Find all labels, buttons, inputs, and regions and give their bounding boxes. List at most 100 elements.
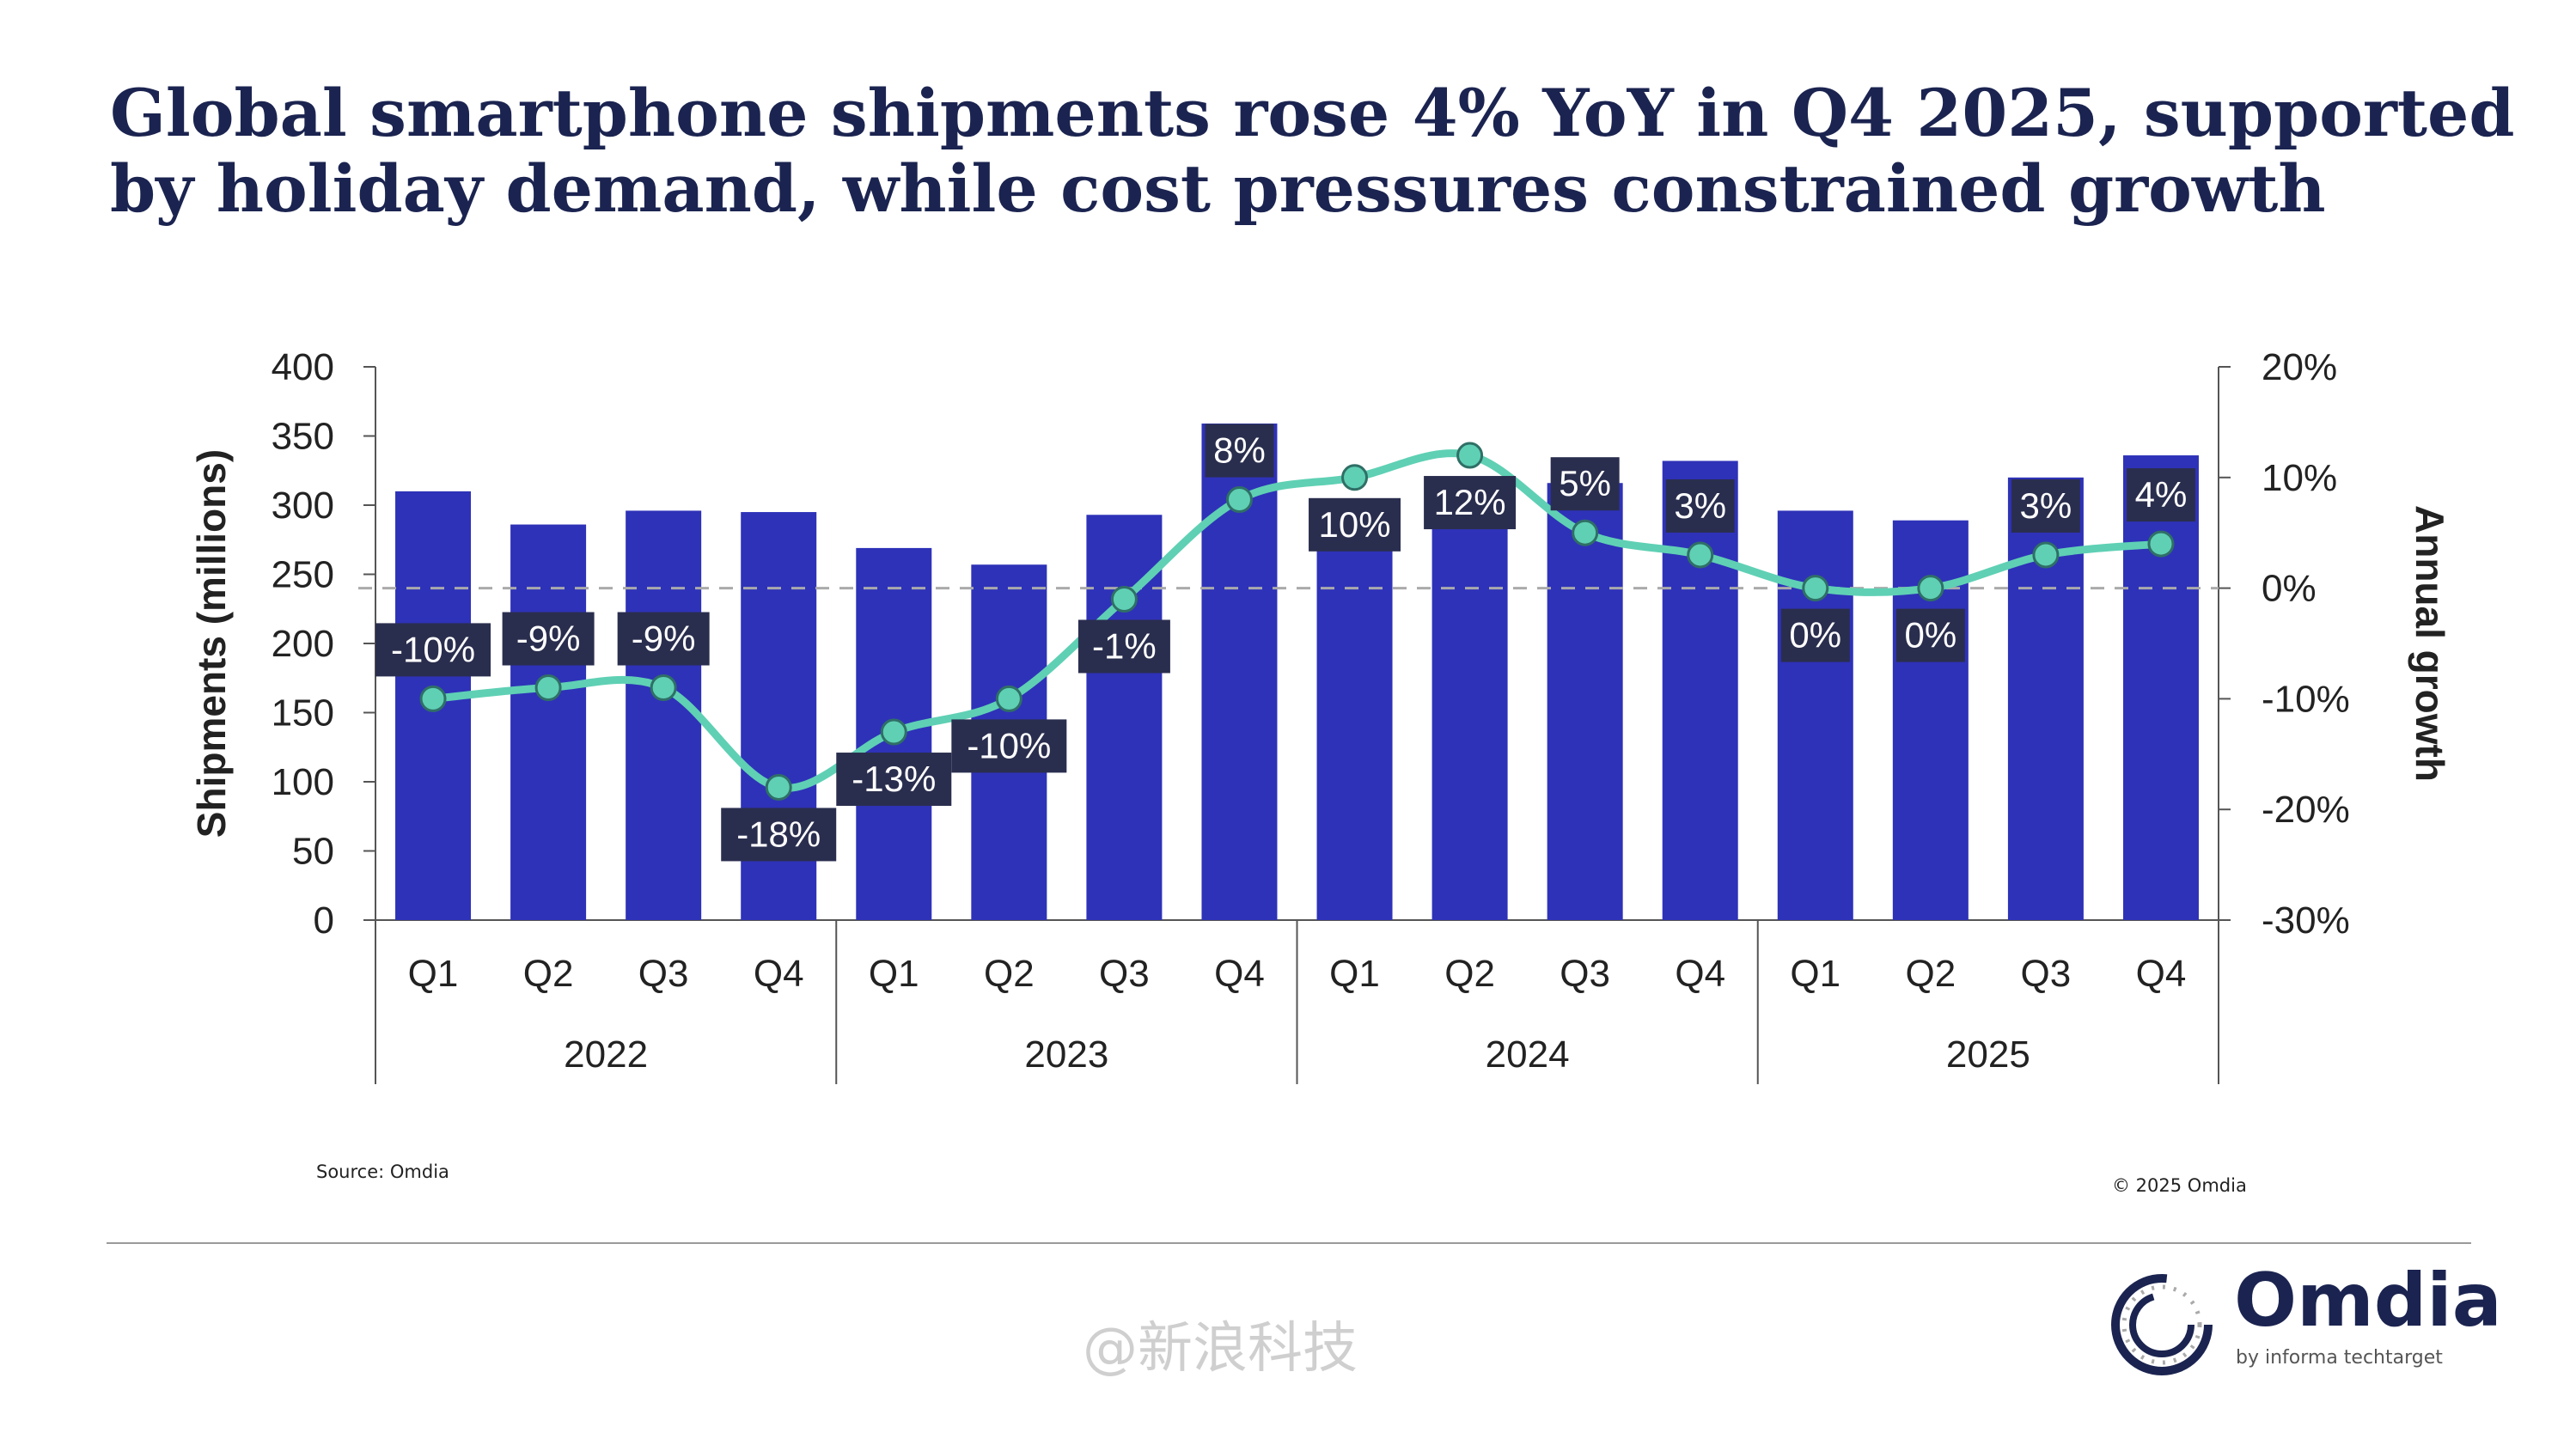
source-note: Source: Omdia bbox=[316, 1161, 449, 1182]
bar bbox=[1662, 460, 1738, 920]
x-tick-label: Q1 bbox=[408, 953, 459, 995]
copyright: © 2025 Omdia bbox=[2112, 1175, 2247, 1196]
x-tick-label: Q4 bbox=[754, 953, 804, 995]
growth-point bbox=[1917, 575, 1944, 602]
data-label-box bbox=[2011, 479, 2080, 533]
left-tick-label: 0 bbox=[314, 899, 334, 942]
x-tick-label: Q3 bbox=[1099, 953, 1150, 995]
x-tick-label: Q2 bbox=[1444, 953, 1495, 995]
data-label: -10% bbox=[967, 725, 1051, 765]
data-label-box bbox=[617, 612, 710, 666]
group-label: 2022 bbox=[564, 1033, 648, 1076]
data-label-box bbox=[1077, 619, 1170, 674]
bar bbox=[1777, 510, 1853, 920]
growth-point bbox=[1572, 519, 1599, 546]
right-tick-label: 10% bbox=[2262, 457, 2337, 499]
x-tick-label: Q4 bbox=[2136, 953, 2187, 995]
growth-point bbox=[1341, 464, 1369, 491]
data-label-box bbox=[2126, 468, 2195, 522]
left-tick-label: 300 bbox=[272, 485, 334, 527]
data-label-box bbox=[1665, 479, 1735, 533]
x-tick-label: Q1 bbox=[1329, 953, 1380, 995]
data-label-box bbox=[1309, 497, 1401, 552]
growth-point bbox=[419, 685, 447, 712]
growth-point bbox=[1802, 575, 1829, 602]
logo-subtext: by informa techtarget bbox=[2236, 1347, 2443, 1369]
logo-text: Omdia bbox=[2234, 1258, 2502, 1344]
bar bbox=[1086, 515, 1163, 920]
x-tick-label: Q2 bbox=[984, 953, 1035, 995]
growth-line bbox=[432, 449, 2162, 792]
x-tick-label: Q3 bbox=[638, 953, 689, 995]
data-label-box bbox=[375, 623, 491, 677]
omdia-ring-icon bbox=[2111, 1274, 2213, 1375]
data-label-box bbox=[836, 753, 952, 807]
bar bbox=[1547, 483, 1623, 920]
y-axis-title: Shipments (millions) bbox=[189, 449, 234, 838]
data-label: 4% bbox=[2135, 474, 2188, 515]
data-label: -9% bbox=[516, 619, 581, 659]
x-tick-label: Q4 bbox=[1214, 953, 1265, 995]
data-label-box bbox=[1205, 424, 1274, 478]
x-tick-label: Q1 bbox=[869, 953, 919, 995]
omdia-logo: Omdia by informa techtarget bbox=[2105, 1258, 2502, 1383]
x-tick-label: Q2 bbox=[1905, 953, 1956, 995]
x-tick-label: Q3 bbox=[2021, 953, 2072, 995]
data-label: -18% bbox=[736, 814, 821, 854]
x-tick-label: Q3 bbox=[1560, 953, 1610, 995]
bar bbox=[2122, 455, 2199, 920]
left-tick-label: 150 bbox=[272, 692, 334, 735]
y2-axis-title: Annual growth bbox=[2408, 505, 2452, 782]
bar bbox=[626, 510, 702, 920]
data-label-box bbox=[502, 612, 595, 666]
data-label: 10% bbox=[1319, 504, 1391, 545]
data-label-box bbox=[951, 719, 1067, 773]
data-label: -13% bbox=[852, 759, 936, 799]
bar bbox=[1316, 510, 1393, 920]
left-tick-label: 50 bbox=[292, 831, 334, 873]
data-label: 3% bbox=[1674, 485, 1726, 526]
right-tick-label: -20% bbox=[2262, 789, 2350, 831]
left-tick-label: 100 bbox=[272, 761, 334, 803]
data-label-box bbox=[1780, 608, 1850, 662]
growth-point bbox=[765, 773, 792, 801]
growth-point bbox=[1456, 442, 1484, 469]
data-label-box bbox=[1424, 476, 1517, 530]
left-tick-label: 400 bbox=[272, 346, 334, 388]
data-label: 3% bbox=[2020, 485, 2072, 526]
group-label: 2025 bbox=[1946, 1033, 2030, 1076]
data-label-box bbox=[1550, 457, 1620, 511]
growth-point bbox=[1225, 486, 1253, 514]
data-label-box bbox=[721, 808, 837, 862]
growth-point bbox=[2147, 530, 2175, 558]
data-label: 8% bbox=[1213, 430, 1266, 471]
right-tick-label: -30% bbox=[2262, 899, 2350, 942]
data-label: -10% bbox=[391, 629, 475, 669]
group-label: 2024 bbox=[1486, 1033, 1570, 1076]
left-tick-label: 200 bbox=[272, 623, 334, 665]
right-tick-label: -10% bbox=[2262, 678, 2350, 720]
bar bbox=[510, 524, 587, 920]
left-tick-label: 250 bbox=[272, 554, 334, 596]
watermark: @新浪科技 bbox=[1083, 1317, 1358, 1381]
data-label: -9% bbox=[632, 619, 696, 659]
x-tick-label: Q2 bbox=[523, 953, 574, 995]
right-tick-label: 0% bbox=[2262, 568, 2317, 610]
growth-point bbox=[2032, 541, 2060, 569]
growth-point bbox=[1687, 541, 1714, 569]
chart-title: Global smartphone shipments rose 4% YoY … bbox=[110, 75, 2515, 227]
data-label: 0% bbox=[1789, 615, 1841, 655]
growth-point bbox=[880, 718, 907, 746]
growth-point bbox=[534, 674, 562, 702]
right-tick-label: 20% bbox=[2262, 346, 2337, 388]
bar bbox=[1431, 520, 1508, 920]
left-tick-label: 350 bbox=[272, 416, 334, 458]
growth-point bbox=[1110, 585, 1138, 613]
growth-point bbox=[995, 685, 1022, 712]
data-label-box bbox=[1895, 608, 1965, 662]
growth-point bbox=[650, 674, 677, 702]
data-label: 5% bbox=[1559, 463, 1611, 503]
data-label: 0% bbox=[1904, 615, 1956, 655]
x-tick-label: Q4 bbox=[1675, 953, 1725, 995]
